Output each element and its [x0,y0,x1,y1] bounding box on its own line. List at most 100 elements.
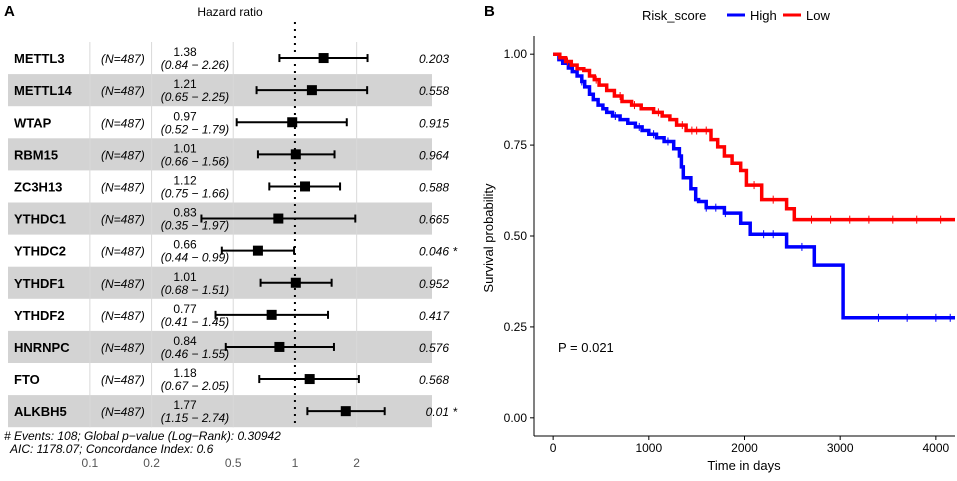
sample-size: (N=487) [101,52,145,66]
ci-text: (0.52 − 1.79) [161,122,229,136]
hr-value: 0.97 [173,109,197,123]
hr-point [273,213,284,224]
panel-b-label: B [484,3,495,20]
forest-row: YTHDC1 (N=487) 0.83(0.35 − 1.97) 0.665 [14,206,449,233]
hr-point [290,277,301,288]
row-stripe [8,138,432,171]
legend-label-low: Low [806,8,830,23]
legend-label-high: High [750,8,777,23]
km-x-tick-label: 3000 [827,441,854,455]
ci-text: (0.67 − 2.05) [161,379,229,393]
hr-value: 1.01 [173,141,197,155]
forest-title: Hazard ratio [197,5,263,19]
km-y-axis-label: Survival probability [481,183,496,293]
row-stripe [8,266,432,299]
sample-size: (N=487) [101,309,145,323]
sample-size: (N=487) [101,148,145,162]
gene-label: ZC3H13 [14,179,62,194]
sample-size: (N=487) [101,277,145,291]
significance-mark: * [453,405,458,419]
hr-point [300,181,311,192]
hr-value: 1.38 [173,45,197,59]
ci-text: (0.41 − 1.45) [161,315,229,329]
sample-size: (N=487) [101,341,145,355]
hr-value: 1.01 [173,270,197,284]
km-y-tick-label: 1.00 [504,47,528,61]
km-x-tick-label: 4000 [923,441,950,455]
p-value-annotation: P = 0.021 [558,340,614,355]
forest-row: METTL3 (N=487) 1.38(0.84 − 2.26) 0.203 [14,45,449,72]
gene-label: FTO [14,372,40,387]
forest-gridlines [89,22,358,428]
km-curve-low [553,52,955,222]
ci-text: (0.66 − 1.56) [161,154,229,168]
gene-label: METTL3 [14,51,65,66]
p-value: 0.568 [419,373,449,387]
forest-x-tick-labels: 0.1 0.2 0.5 1 2 [82,456,361,470]
p-value: 0.588 [419,180,449,194]
ci-text: (0.75 − 1.66) [161,186,229,200]
forest-row: HNRNPC (N=487) 0.84(0.46 − 1.55) 0.576 [14,334,449,361]
ci-text: (0.68 − 1.51) [161,283,229,297]
km-y-tick-label: 0.25 [504,320,528,334]
hr-value: 0.83 [173,206,197,220]
p-value: 0.203 [419,52,449,66]
forest-row: FTO (N=487) 1.18(0.67 − 2.05) 0.568 [14,366,449,393]
km-axes: 0.00 0.25 0.50 0.75 1.00 0 1000 2000 3000 4000 [504,36,955,455]
forest-row: RBM15 (N=487) 1.01(0.66 − 1.56) 0.964 [14,141,449,168]
km-y-tick-label: 0.50 [504,229,528,243]
km-curves [553,52,955,322]
hr-point [318,53,329,64]
sample-size: (N=487) [101,245,145,259]
gene-label: YTHDC2 [14,244,66,259]
forest-row: YTHDF2 (N=487) 0.77(0.41 − 1.45) 0.417 [14,302,450,329]
hr-value: 0.66 [173,238,197,252]
hr-value: 0.77 [173,302,197,316]
p-value: 0.915 [419,116,449,130]
hr-point [287,117,298,128]
gene-label: HNRNPC [14,340,70,355]
hr-value: 0.84 [173,334,197,348]
forest-x-tick-label: 0.1 [82,456,99,470]
forest-row: METTL14 (N=487) 1.21(0.65 − 2.25) 0.558 [14,77,449,104]
gene-label: YTHDC1 [14,212,66,227]
ci-text: (0.84 − 2.26) [161,58,229,72]
ci-text: (0.44 − 0.99) [161,251,229,265]
ci-text: (0.46 − 1.55) [161,347,229,361]
sample-size: (N=487) [101,84,145,98]
hr-point [340,406,351,417]
km-legend: Risk_score High Low [642,8,830,23]
forest-x-tick-label: 1 [292,456,299,470]
forest-rows: METTL3 (N=487) 1.38(0.84 − 2.26) 0.203METTL… [14,45,458,425]
forest-panel: A Hazard ratio METTL3 (N=487) 1.38(0.84 − … [4,3,458,470]
km-x-tick-label: 0 [550,441,557,455]
ci-text: (1.15 − 2.74) [161,411,229,425]
forest-row: YTHDF1 (N=487) 1.01(0.68 − 1.51) 0.952 [14,270,449,297]
gene-label: YTHDF1 [14,276,65,291]
forest-footer-events: # Events: 108; Global p−value (Log−Rank)… [4,429,281,443]
p-value: 0.417 [419,309,450,323]
hr-point [304,374,315,385]
p-value: 0.952 [419,277,449,291]
forest-row: YTHDC2 (N=487) 0.66(0.44 − 0.99) 0.046 * [14,238,458,265]
hr-point [252,245,263,256]
gene-label: ALKBH5 [14,404,67,419]
hr-value: 1.21 [173,77,197,91]
forest-x-tick-label: 2 [353,456,360,470]
sample-size: (N=487) [101,116,145,130]
hr-point [306,85,317,96]
km-x-tick-label: 2000 [731,441,758,455]
forest-row: ALKBH5 (N=487) 1.77(1.15 − 2.74) 0.01 * [14,398,458,425]
forest-row: WTAP (N=487) 0.97(0.52 − 1.79) 0.915 [14,109,449,136]
sample-size: (N=487) [101,405,145,419]
hr-point [274,341,285,352]
p-value: 0.046 [419,245,449,259]
p-value: 0.665 [419,213,449,227]
sample-size: (N=487) [101,180,145,194]
ci-text: (0.65 − 2.25) [161,90,229,104]
forest-footer-aic: AIC: 1178.07; Concordance Index: 0.6 [9,442,214,456]
km-y-tick-label: 0.00 [504,411,528,425]
forest-x-tick-label: 0.5 [225,456,242,470]
